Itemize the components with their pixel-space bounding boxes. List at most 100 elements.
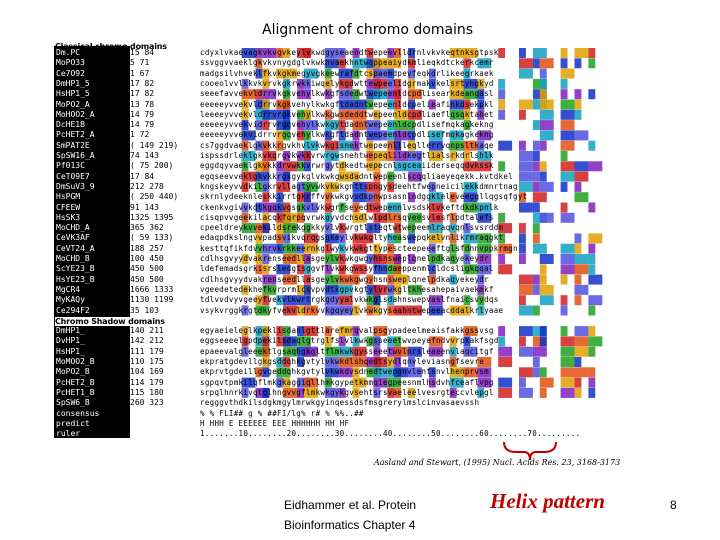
sequence-name: DvHP1_ bbox=[56, 336, 85, 346]
section-header-shadow: Chromo Shadow domains bbox=[55, 317, 165, 326]
sequence-range: 111 179 bbox=[130, 346, 164, 356]
sequence-name: MoHOO2_A bbox=[56, 109, 95, 119]
sequence-residues: kngskeyvvdkilgkrvllagtyvwkvkwkgnttspngys… bbox=[200, 181, 518, 191]
sequence-residues: seeefavvekvldrrvkgkvehylkwkgfsdedwtwepee… bbox=[200, 89, 494, 99]
sequence-name: MoMOO2_B bbox=[56, 357, 95, 366]
sequence-range: 14 79 bbox=[130, 120, 155, 130]
sequence-range: 104 169 bbox=[130, 367, 164, 377]
sequence-name: HsHP1_5 bbox=[56, 89, 90, 99]
sequence-residues: skrnlydeeknleskkirrtgkrffvvkwkgvsdkpnwps… bbox=[200, 192, 528, 202]
sequence-residues: ckenkvgivvkdtkgqkvqsgkvlvkwgrfseyedtwepe… bbox=[200, 202, 499, 212]
sequence-range: 17 82 bbox=[130, 89, 155, 99]
sequence-range: 110 175 bbox=[130, 357, 164, 366]
sequence-residues: H HHH E EEEEEE EEE HHHHHH HH HF bbox=[200, 418, 350, 428]
sequence-residues: egyaeieleglkpeklisdanlgttlarefmrqvalpsgy… bbox=[200, 326, 494, 336]
sequence-range: 140 211 bbox=[130, 326, 164, 336]
sequence-residues bbox=[200, 316, 630, 326]
sequence-range: 74 143 bbox=[130, 151, 159, 160]
sequence-name: MoPO2_A bbox=[56, 99, 90, 109]
sequence-name: ScYE23_B bbox=[56, 264, 95, 274]
sequence-name: MyKAQy bbox=[56, 295, 85, 305]
sequence-residues: cpeeldreykvvekildsrekggkkyvlvkwrgtlsteqt… bbox=[200, 223, 504, 233]
sequence-range: 114 179 bbox=[130, 377, 164, 387]
footer-line-1: Eidhammer et al. Protein bbox=[284, 498, 417, 512]
slide-title: Alignment of chromo domains bbox=[262, 22, 474, 38]
sequence-range: 1325 1395 bbox=[130, 212, 174, 222]
sequence-range: 450 500 bbox=[130, 274, 164, 284]
sequence-residues: madgsilvhveklfkvkgkmegyvgkeewrafdtcspaem… bbox=[200, 68, 494, 78]
sequence-residues: srpqlhnrkivqtqlhngvvgflmkwkgykgvsehtsrsv… bbox=[200, 387, 494, 397]
sequence-name: DmHP1_5 bbox=[56, 78, 90, 88]
sequence-range: 1 72 bbox=[130, 130, 150, 140]
sequence-residues: eeeeeyvvekvidrrvrgqvehylkwkgftdadntwepee… bbox=[200, 130, 494, 140]
sequence-residues: cdlhsgvyydvakrenseedllasgeylvkwkgwgyhsns… bbox=[200, 274, 489, 284]
sequence-name: MgCR4 bbox=[56, 284, 81, 294]
sequence-name: MoCHD_A bbox=[56, 223, 90, 233]
sequence-name: Ce7O92 bbox=[56, 68, 85, 78]
sequence-residues: cdyxlvkaevagkvkvgvkeylvkwdgyseaendtwepee… bbox=[200, 48, 499, 57]
sequence-name: SpSW6_B bbox=[56, 398, 90, 408]
sequence-name: SpSW16_A bbox=[56, 151, 95, 160]
sequence-name: PcHET2_B bbox=[56, 377, 95, 387]
sequence-residues: tdlvvdvyvgeeyfvekvlkwrtrgkgdyyalvkwkglsd… bbox=[200, 295, 499, 305]
sequence-name: CFEEW bbox=[56, 202, 81, 212]
sequence-name: Pf013C bbox=[56, 161, 85, 171]
sequence-residues: vgeedetedekhefkvrprmlcsvpvdtkgpvkgtylvrw… bbox=[200, 284, 494, 294]
sequence-range: 1130 1199 bbox=[130, 295, 174, 305]
sequence-residues: cooeolvvlkkvkvrvkgkrwkkiwqelykgdwttewpee… bbox=[200, 78, 494, 88]
sequence-name: consensus bbox=[56, 408, 100, 418]
sequence-range: ( 149 219) bbox=[130, 140, 179, 150]
sequence-name: Ce294F2 bbox=[56, 305, 90, 315]
sequence-residues: regggvthdkilsdgkmgylmrwkgyinqessdsfmsgre… bbox=[200, 398, 480, 408]
sequence-range: 260 323 bbox=[130, 398, 164, 408]
sequence-residues: egqseevveklgkvkkrgsgykglvkwkgwsdadntwepe… bbox=[200, 171, 513, 181]
sequence-residues: eeeeeyvvekvidrrvrgqvehylkwkgytdadntwepee… bbox=[200, 120, 494, 130]
sequence-range: 365 362 bbox=[130, 223, 164, 233]
sequence-residues: ekprvtgdeillgvgeddqhkgvtylvkwkdvsdnedtwe… bbox=[200, 367, 489, 377]
alignment-color-blocks bbox=[241, 48, 603, 398]
sequence-range: 1666 1333 bbox=[130, 284, 174, 294]
citation: Aasland and Stewart, (1995) Nucl. Acids … bbox=[374, 458, 621, 467]
helix-brace bbox=[503, 441, 557, 461]
sequence-name: CeVT24_A bbox=[56, 243, 95, 253]
sequence-range: 450 500 bbox=[130, 264, 164, 274]
page-number: 8 bbox=[670, 498, 677, 512]
sequence-name: predict bbox=[56, 418, 90, 428]
sequence-name: Dm.PC bbox=[56, 48, 81, 57]
sequence-range: 14 79 bbox=[130, 109, 155, 119]
sequence-range: 100 450 bbox=[130, 254, 164, 263]
sequence-residues: ispssdrleklgkvkqrgvkwkkvrwrgwsnehtwepeql… bbox=[200, 151, 494, 160]
sequence-range: 13 78 bbox=[130, 99, 155, 109]
sequence-range: 1 67 bbox=[130, 68, 150, 78]
sequence-name: HsYE23_B bbox=[56, 274, 95, 284]
sequence-range: 17 84 bbox=[130, 171, 155, 181]
sequence-range: ( 75 200) bbox=[130, 161, 174, 171]
sequence-residues: edaqpdkslngvvpadsvikvqrqgsgkeylvkwkgltyh… bbox=[200, 233, 504, 243]
sequence-residues: ldefemadsgrkisrsledgtsggvflvkwkgwssyfhnd… bbox=[200, 264, 494, 274]
sequence-residues: cisqpvvgeekilacqkfqrpqvrwkgyvdchsdlwlpdl… bbox=[200, 212, 494, 222]
sequence-name: HsHP1_ bbox=[56, 346, 85, 356]
sequence-residues: eggseeeelgpdpekilsdaqlgtrglfslvlkwkgssee… bbox=[200, 336, 499, 346]
sequence-range: ( 250 440) bbox=[130, 192, 179, 202]
sequence-range: 188 257 bbox=[130, 243, 164, 253]
sequence-range: 35 103 bbox=[130, 305, 159, 315]
sequence-name: DmHP1_ bbox=[56, 326, 85, 336]
sequence-residues: leeeeyvvekvldrrvrgkvehylkwkgwsdeddtwepee… bbox=[200, 109, 494, 119]
sequence-residues: vsykvrggkrgtdkyfvekvldrkvvkgqyeylvkwkgys… bbox=[200, 305, 504, 315]
sequence-name: ruler bbox=[56, 429, 81, 439]
sequence-name: PcHET2_A bbox=[56, 130, 95, 140]
sequence-residues: eeeeeyvvekvldrrvkgkvehylkwkgftdadntwepee… bbox=[200, 99, 494, 109]
sequence-name: MoPO33 bbox=[56, 58, 85, 68]
sequence-range: 142 212 bbox=[130, 336, 164, 346]
sequence-name-panel bbox=[54, 46, 130, 438]
sequence-range: 5 71 bbox=[130, 58, 150, 68]
sequence-name: PcHET1_B bbox=[56, 387, 95, 397]
sequence-name: HsSK3 bbox=[56, 212, 81, 222]
sequence-range: 91 143 bbox=[130, 202, 159, 212]
sequence-name: CeVK3AF bbox=[56, 233, 90, 243]
sequence-residues: cdlhsgvyydvakrenseedllasgeylvkwkgwgyhsns… bbox=[200, 254, 489, 263]
sequence-name: DcHE1B bbox=[56, 120, 85, 130]
sequence-name: MoPO2_B bbox=[56, 367, 90, 377]
sequence-residues: kesttqfikfdvvhrvkrkkeernkglwykvkwkgttype… bbox=[200, 243, 518, 253]
sequence-residues: ssvggvvaeklgkvkvnygdglvkwknvaekhntwqppea… bbox=[200, 58, 494, 68]
